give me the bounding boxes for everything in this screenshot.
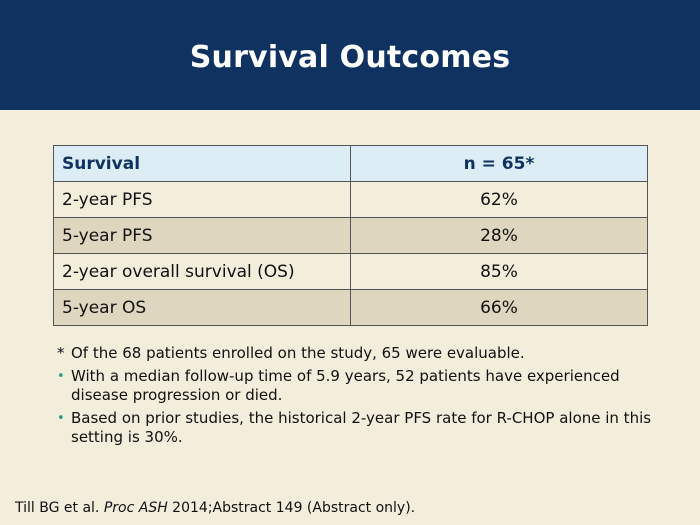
row-label: 2-year overall survival (OS) <box>53 253 351 290</box>
row-label: 5-year OS <box>53 289 351 326</box>
title-banner: Survival Outcomes <box>0 0 700 110</box>
bullet-item: • With a median follow-up time of 5.9 ye… <box>57 367 657 405</box>
bullet-item: • Based on prior studies, the historical… <box>57 409 657 447</box>
bullet-icon: • <box>57 411 65 426</box>
row-value: 28% <box>350 217 648 254</box>
row-value: 66% <box>350 289 648 326</box>
slide-title: Survival Outcomes <box>189 39 511 75</box>
table-row: 5-year PFS 28% <box>53 217 648 254</box>
column-header-survival: Survival <box>53 145 351 182</box>
column-header-n: n = 65* <box>350 145 648 182</box>
table-row: 5-year OS 66% <box>53 289 648 326</box>
bullet-text: With a median follow-up time of 5.9 year… <box>71 367 620 404</box>
citation: Till BG et al. Proc ASH 2014;Abstract 14… <box>15 500 415 516</box>
bullet-icon: • <box>57 369 65 384</box>
table-header-row: Survival n = 65* <box>53 145 648 182</box>
survival-table: Survival n = 65* 2-year PFS 62% 5-year P… <box>53 145 648 326</box>
citation-authors: Till BG et al. <box>15 500 104 516</box>
row-label: 5-year PFS <box>53 217 351 254</box>
footnote-text: Of the 68 patients enrolled on the study… <box>71 344 525 362</box>
citation-journal: Proc ASH <box>103 500 168 516</box>
table-row: 2-year PFS 62% <box>53 181 648 218</box>
bullet-text: Based on prior studies, the historical 2… <box>71 409 652 446</box>
row-value: 62% <box>350 181 648 218</box>
footnote-item: * Of the 68 patients enrolled on the stu… <box>57 344 657 363</box>
notes-list: * Of the 68 patients enrolled on the stu… <box>57 344 657 451</box>
row-value: 85% <box>350 253 648 290</box>
asterisk-marker: * <box>57 344 65 362</box>
row-label: 2-year PFS <box>53 181 351 218</box>
table-row: 2-year overall survival (OS) 85% <box>53 253 648 290</box>
citation-details: 2014;Abstract 149 (Abstract only). <box>167 500 416 516</box>
